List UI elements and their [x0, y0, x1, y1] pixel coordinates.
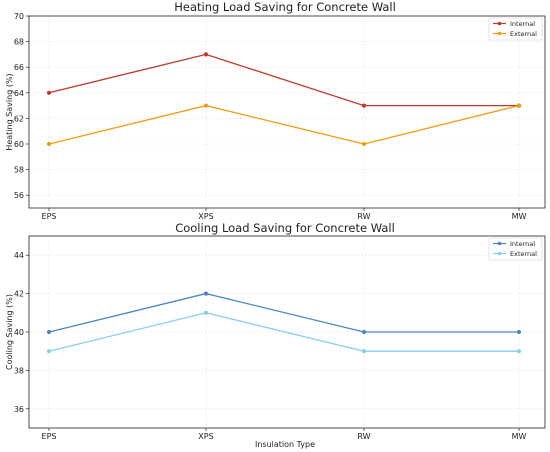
heating-y-tick-label: 58 — [14, 166, 24, 175]
heating-legend-internal-marker — [497, 21, 502, 26]
cooling-internal-point — [203, 291, 209, 296]
heating-plot-frame — [28, 15, 546, 209]
heating-external-point — [46, 141, 52, 147]
heating-internal-point — [203, 52, 209, 57]
heating-external-line — [48, 104, 520, 145]
heating-grid — [29, 15, 545, 208]
cooling-x-ticks: EPS XPS RW MW — [42, 428, 527, 441]
cooling-legend-external-label: External — [510, 250, 537, 258]
heating-x-tick-label: XPS — [198, 212, 213, 221]
cooling-chart: Cooling Load Saving for Concrete Wall Co… — [5, 221, 546, 449]
cooling-y-tick-label: 36 — [14, 405, 24, 414]
cooling-external-point — [46, 349, 52, 354]
cooling-internal-point — [516, 329, 522, 335]
heating-x-tick-label: RW — [357, 212, 370, 221]
heating-legend-internal-label: Internal — [510, 20, 535, 28]
heating-y-axis-label: Heating Saving (%) — [5, 73, 14, 150]
cooling-external-point — [516, 349, 522, 354]
cooling-legend-external-marker — [497, 251, 502, 256]
cooling-y-tick-label: 44 — [14, 251, 24, 260]
cooling-chart-title: Cooling Load Saving for Concrete Wall — [175, 221, 395, 235]
cooling-legend-internal-marker — [497, 241, 502, 246]
heating-external-point — [203, 103, 209, 108]
heating-legend-external-label: External — [510, 30, 537, 38]
heating-y-tick-label: 70 — [14, 12, 24, 21]
heating-y-tick-label: 62 — [14, 114, 24, 123]
heating-y-tick-label: 60 — [14, 140, 24, 149]
heating-external-point — [361, 141, 367, 147]
heating-series — [46, 52, 522, 147]
cooling-y-tick-label: 38 — [14, 366, 24, 375]
cooling-internal-point — [361, 329, 367, 335]
cooling-legend-internal-label: Internal — [510, 240, 535, 248]
heating-legend: Internal External — [488, 17, 543, 41]
cooling-y-axis-label: Cooling Saving (%) — [5, 294, 14, 370]
cooling-external-line — [48, 312, 519, 352]
heating-chart-title: Heating Load Saving for Concrete Wall — [174, 0, 396, 14]
heating-legend-external-marker — [497, 31, 502, 36]
cooling-y-ticks: 36 38 40 42 44 — [14, 251, 29, 414]
cooling-internal-line — [48, 292, 519, 333]
heating-internal-point — [361, 103, 367, 108]
cooling-external-point — [203, 310, 209, 315]
cooling-x-tick-label: RW — [357, 432, 370, 441]
heating-y-tick-label: 56 — [14, 191, 24, 200]
heating-internal-line — [48, 53, 519, 107]
heating-x-tick-label: MW — [512, 212, 527, 221]
cooling-series — [46, 291, 522, 354]
cooling-x-tick-label: MW — [512, 432, 527, 441]
heating-external-point — [516, 103, 522, 108]
cooling-internal-point — [46, 329, 52, 335]
cooling-x-axis-label: Insulation Type — [255, 440, 315, 449]
heating-y-tick-label: 64 — [14, 89, 24, 98]
heating-y-tick-label: 68 — [14, 38, 24, 47]
cooling-x-tick-label: XPS — [198, 432, 213, 441]
heating-y-tick-label: 66 — [14, 63, 24, 72]
heating-y-ticks: 56 58 60 62 64 66 68 70 — [14, 12, 29, 200]
heating-x-tick-label: EPS — [42, 212, 57, 221]
heating-x-ticks: EPS XPS RW MW — [42, 208, 527, 221]
heating-chart: Heating Load Saving for Concrete Wall He… — [5, 0, 546, 221]
cooling-x-tick-label: EPS — [42, 432, 57, 441]
heating-internal-point — [46, 90, 52, 95]
cooling-y-tick-label: 40 — [14, 328, 24, 337]
cooling-y-tick-label: 42 — [14, 290, 24, 299]
cooling-legend: Internal External — [488, 237, 543, 261]
cooling-external-point — [361, 349, 367, 354]
